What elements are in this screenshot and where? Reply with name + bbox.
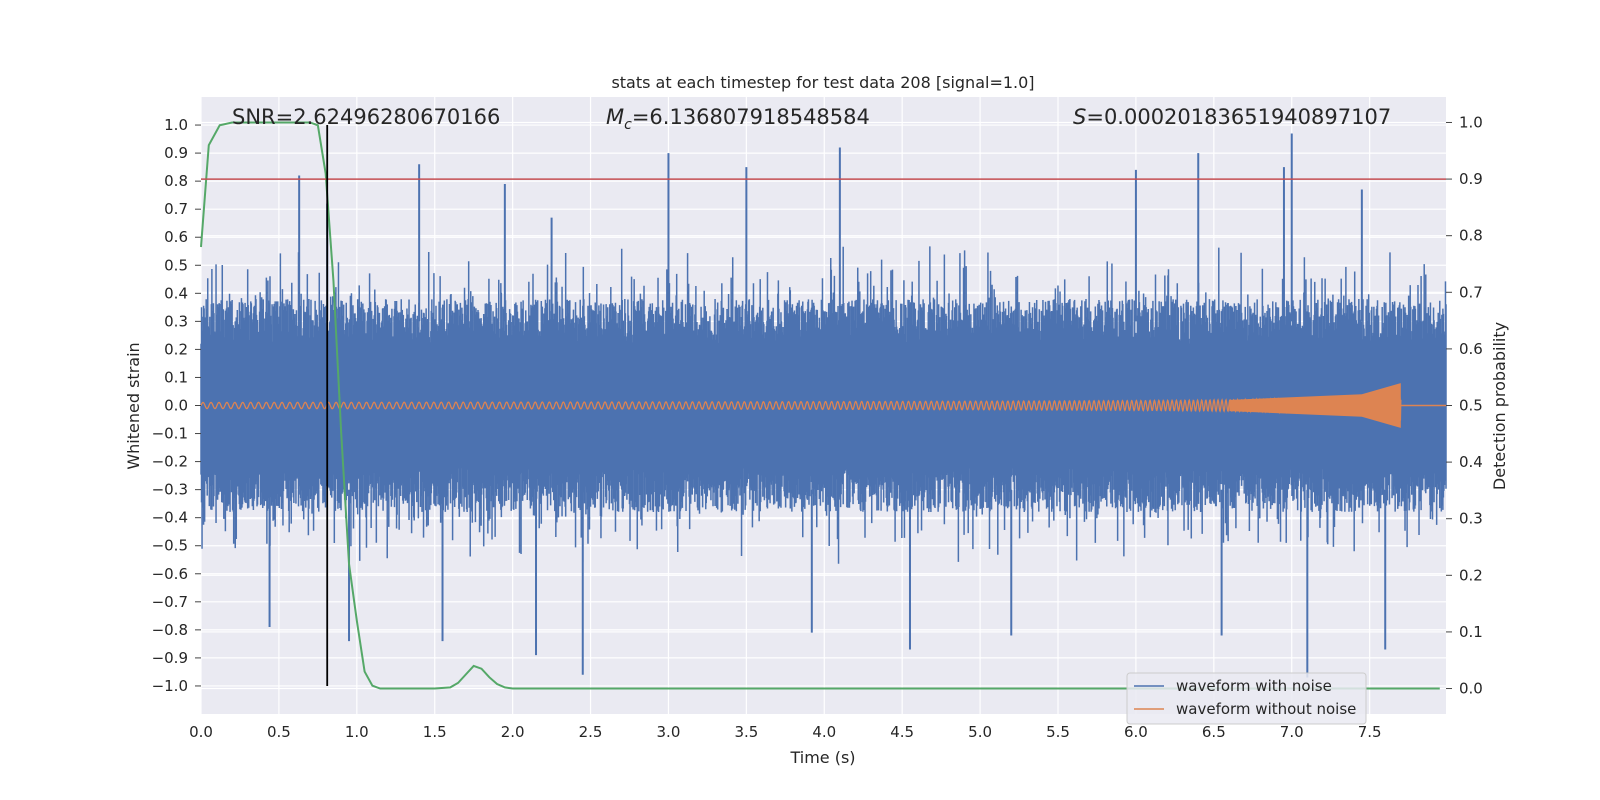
y2-tick-label: 0.8 <box>1459 227 1483 245</box>
y2-tick-label: 0.5 <box>1459 397 1483 415</box>
x-tick-label: 6.5 <box>1202 723 1226 741</box>
s-annotation: S=0.00020183651940897107 <box>1073 105 1391 129</box>
y-tick-label: 0.4 <box>164 284 188 302</box>
marker-lines <box>201 125 1446 686</box>
snr-annotation: SNR=2.62496280670166 <box>232 105 500 129</box>
y-tick-label: 1.0 <box>164 116 188 134</box>
y-tick-label: 0.3 <box>164 312 188 330</box>
x-tick-label: 0.0 <box>189 723 213 741</box>
y-tick-labels: 1.0 0.9 0.8 0.7 0.6 0.5 0.4 0.3 0.2 0.1 0.0 −0.1 −0.… <box>152 116 201 695</box>
x-axis-label: Time (s) <box>789 748 855 767</box>
y-tick-label: −0.9 <box>152 649 188 667</box>
clean-waveform-line <box>200 392 1402 421</box>
y-tick-label: 0.9 <box>164 144 188 162</box>
x-tick-label: 3.5 <box>734 723 758 741</box>
y-tick-label: −1.0 <box>152 677 188 695</box>
chirp-mass-annotation: Mc=6.136807918548584 <box>606 105 870 133</box>
x-tick-label: 5.0 <box>968 723 992 741</box>
chirp-mass-value: =6.136807918548584 <box>632 105 870 129</box>
y2-tick-label: 0.4 <box>1459 453 1483 471</box>
y-tick-label: 0.1 <box>164 368 188 386</box>
y2-tick-label: 0.1 <box>1459 623 1483 641</box>
y-tick-label: 0.5 <box>164 256 188 274</box>
x-tick-label: 3.0 <box>657 723 681 741</box>
probability-series <box>200 121 1440 690</box>
s-symbol: S <box>1073 105 1086 129</box>
y-tick-label: −0.7 <box>152 593 188 611</box>
y-tick-label: −0.3 <box>152 481 188 499</box>
y2-tick-label: 0.0 <box>1459 680 1483 698</box>
clean-waveform-envelope <box>1229 383 1401 428</box>
y-tick-label: 0.0 <box>164 397 188 415</box>
probability-line <box>200 121 1440 690</box>
y-tick-label: −0.4 <box>152 509 188 527</box>
y2-tick-label: 0.3 <box>1459 510 1483 528</box>
y-axis-label: Whitened strain <box>124 342 143 469</box>
y-tick-label: −0.5 <box>152 537 188 555</box>
y-tick-label: 0.6 <box>164 228 188 246</box>
x-tick-label: 2.0 <box>501 723 525 741</box>
x-tick-label: 7.5 <box>1358 723 1382 741</box>
chirp-mass-symbol: M <box>606 105 624 129</box>
y2-axis-label: Detection probability <box>1490 322 1509 490</box>
y2-tick-label: 0.7 <box>1459 283 1483 301</box>
legend: waveform with noise waveform without noi… <box>1126 672 1367 725</box>
y-tick-label: −0.1 <box>152 425 188 443</box>
s-value: =0.00020183651940897107 <box>1086 105 1391 129</box>
y-tick-label: 0.8 <box>164 172 188 190</box>
x-tick-labels: 0.0 0.5 1.0 1.5 2.0 2.5 3.0 3.5 4.0 4.5 5.0 5.5 6.0 6… <box>189 723 1382 741</box>
x-tick-label: 1.5 <box>423 723 447 741</box>
x-tick-label: 0.5 <box>267 723 291 741</box>
y2-tick-label: 0.6 <box>1459 340 1483 358</box>
legend-box <box>1126 672 1367 725</box>
x-tick-label: 2.5 <box>579 723 603 741</box>
y-tick-label: −0.6 <box>152 565 188 583</box>
legend-label-clean: waveform without noise <box>1176 700 1356 718</box>
x-tick-label: 6.0 <box>1124 723 1148 741</box>
x-tick-label: 4.5 <box>890 723 914 741</box>
y-tick-label: −0.8 <box>152 621 188 639</box>
x-tick-label: 4.0 <box>812 723 836 741</box>
y2-tick-label: 0.2 <box>1459 566 1483 584</box>
y2-tick-label: 1.0 <box>1459 113 1483 131</box>
y2-tick-label: 0.9 <box>1459 170 1483 188</box>
clean-waveform-series <box>200 383 1446 428</box>
y2-tick-labels: 1.0 0.9 0.8 0.7 0.6 0.5 0.4 0.3 0.2 0.1 0.0 <box>1446 113 1483 698</box>
legend-label-noise: waveform with noise <box>1176 677 1332 695</box>
y-tick-label: 0.2 <box>164 340 188 358</box>
x-tick-label: 5.5 <box>1046 723 1070 741</box>
x-tick-label: 7.0 <box>1280 723 1304 741</box>
x-tick-label: 1.0 <box>345 723 369 741</box>
chart-title: stats at each timestep for test data 208… <box>611 73 1034 92</box>
y-tick-label: 0.7 <box>164 200 188 218</box>
chirp-mass-subscript: c <box>624 117 632 133</box>
y-tick-label: −0.2 <box>152 453 188 471</box>
